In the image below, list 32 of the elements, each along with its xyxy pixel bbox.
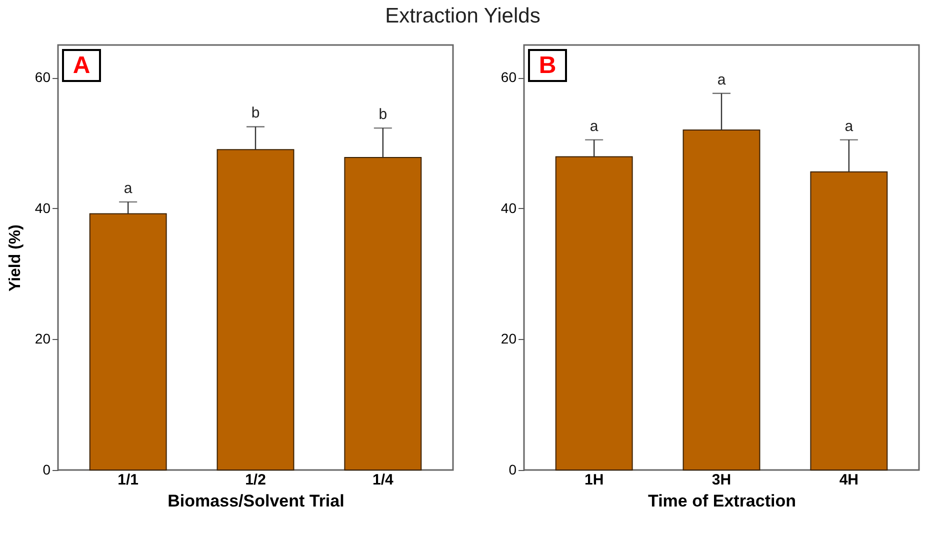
bar <box>810 171 888 470</box>
x-tick-label: 1/2 <box>245 472 266 488</box>
bar <box>216 149 294 470</box>
x-tick-label: 1H <box>584 472 604 488</box>
annotation: b <box>251 104 260 122</box>
y-tick-label: 20 <box>34 330 51 347</box>
annotation: a <box>124 180 133 197</box>
y-tick-label: 60 <box>500 69 517 86</box>
x-axis-title: Biomass/Solvent Trial <box>168 492 344 510</box>
bar <box>555 156 633 470</box>
annotation: A <box>72 52 90 79</box>
bar <box>682 130 760 470</box>
bar <box>89 213 167 470</box>
y-tick-label: 0 <box>42 462 51 478</box>
x-tick-label: 3H <box>712 472 732 488</box>
bar <box>344 156 422 470</box>
x-tick-label: 4H <box>839 472 859 488</box>
annotation: a <box>590 118 599 135</box>
y-tick-label: 40 <box>500 200 517 216</box>
annotation: b <box>378 106 388 124</box>
annotation: a <box>717 71 726 88</box>
y-tick-label: 20 <box>500 330 517 347</box>
annotation: B <box>538 52 556 79</box>
y-axis-title: Yield (%) <box>6 224 24 292</box>
x-tick-label: 1/4 <box>372 472 394 488</box>
x-axis-title: Time of Extraction <box>648 492 796 510</box>
y-tick-label: 0 <box>508 462 517 478</box>
chart-title: Extraction Yields <box>385 4 540 28</box>
y-tick-label: 40 <box>34 200 51 216</box>
x-tick-label: 1/1 <box>118 472 139 488</box>
annotation: a <box>844 118 854 135</box>
y-tick-label: 60 <box>34 69 51 86</box>
